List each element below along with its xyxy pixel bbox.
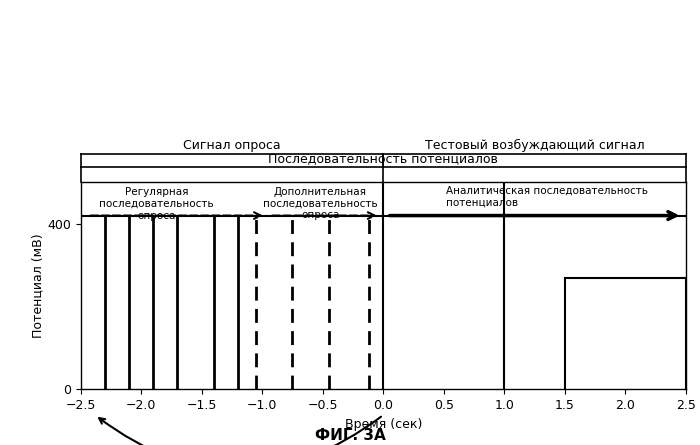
Text: Сигнал опроса: Сигнал опроса <box>183 139 281 152</box>
Y-axis label: Потенциал (мВ): Потенциал (мВ) <box>31 234 44 338</box>
Text: ФИГ. 3А: ФИГ. 3А <box>314 428 386 443</box>
Text: Последовательность потенциалов: Последовательность потенциалов <box>268 152 498 165</box>
X-axis label: Время (сек): Время (сек) <box>344 418 422 431</box>
Text: Тестовый возбуждающий сигнал: Тестовый возбуждающий сигнал <box>425 139 645 152</box>
Text: Дополнительная
последовательность
опроса: Дополнительная последовательность опроса <box>263 186 377 220</box>
Text: Аналитическая последовательность
потенциалов: Аналитическая последовательность потенци… <box>446 186 648 207</box>
Text: Регулярная
последовательность
опроса: Регулярная последовательность опроса <box>99 187 214 221</box>
